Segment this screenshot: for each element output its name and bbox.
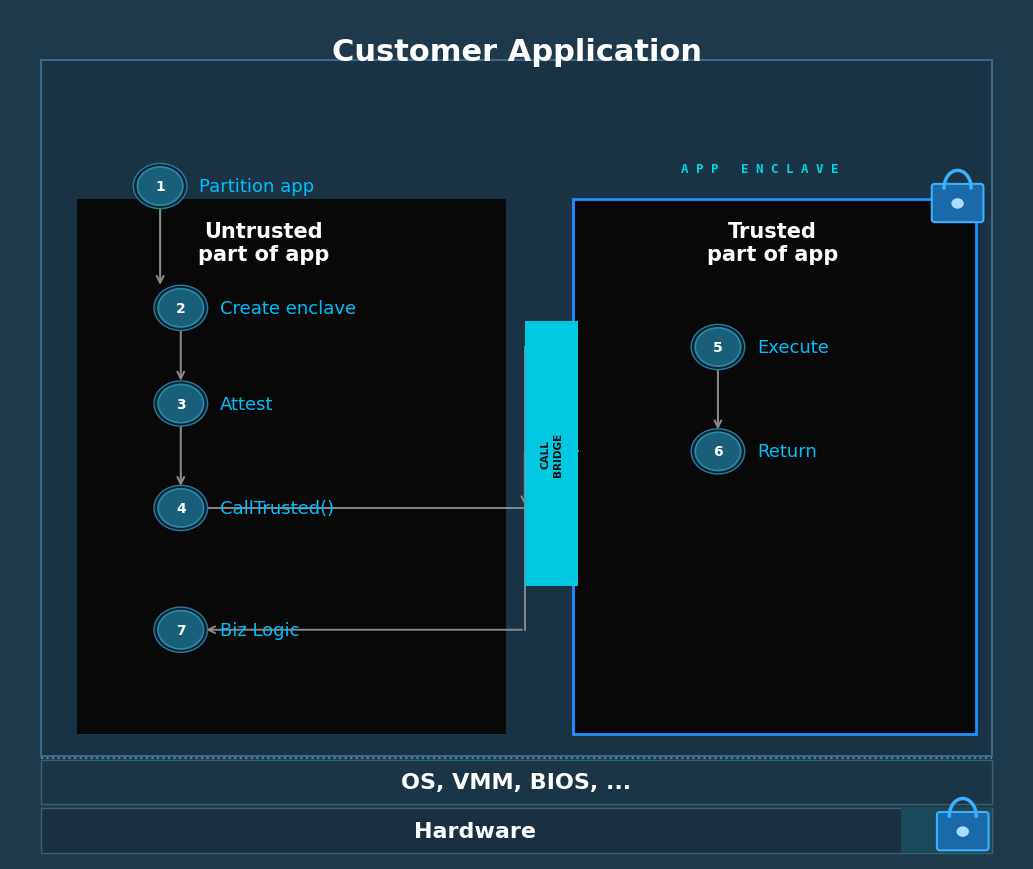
Circle shape [154, 381, 208, 427]
Text: 2: 2 [176, 302, 186, 315]
Text: OS, VMM, BIOS, ...: OS, VMM, BIOS, ... [402, 773, 631, 792]
Bar [41, 760, 992, 804]
Circle shape [154, 286, 208, 331]
Text: 6: 6 [713, 445, 723, 459]
Text: A P P   E N C L A V E: A P P E N C L A V E [681, 163, 838, 176]
Bar [41, 808, 992, 853]
Circle shape [158, 289, 204, 328]
Circle shape [158, 385, 204, 423]
Text: 7: 7 [176, 623, 186, 637]
Circle shape [154, 607, 208, 653]
Text: Untrusted
part of app: Untrusted part of app [197, 222, 330, 265]
Text: Customer Application: Customer Application [332, 37, 701, 67]
Bar [901, 808, 992, 853]
Text: Biz Logic: Biz Logic [220, 621, 300, 639]
Text: Partition app: Partition app [199, 178, 315, 196]
Text: Attest: Attest [220, 395, 274, 413]
Circle shape [158, 611, 204, 649]
Circle shape [691, 325, 745, 370]
Circle shape [695, 433, 741, 471]
Circle shape [137, 168, 183, 206]
Text: 5: 5 [713, 341, 723, 355]
FancyBboxPatch shape [932, 184, 983, 222]
Bar [77, 200, 506, 734]
FancyBboxPatch shape [937, 812, 989, 850]
Text: 3: 3 [176, 397, 186, 411]
Text: 4: 4 [176, 501, 186, 515]
Circle shape [691, 429, 745, 474]
Bar [41, 61, 992, 756]
Circle shape [158, 489, 204, 527]
Text: 1: 1 [155, 180, 165, 194]
Text: Execute: Execute [757, 339, 829, 356]
Text: CallTrusted(): CallTrusted() [220, 500, 334, 517]
Circle shape [957, 826, 969, 837]
Bar [525, 322, 578, 587]
Text: CALL
BRIDGE: CALL BRIDGE [540, 432, 563, 476]
Text: Create enclave: Create enclave [220, 300, 356, 317]
Circle shape [951, 199, 964, 209]
Circle shape [133, 164, 187, 209]
Text: Return: Return [757, 443, 817, 461]
Circle shape [154, 486, 208, 531]
Text: Trusted
part of app: Trusted part of app [707, 222, 839, 265]
Circle shape [695, 328, 741, 367]
Bar [573, 200, 976, 734]
Text: Hardware: Hardware [414, 821, 536, 840]
